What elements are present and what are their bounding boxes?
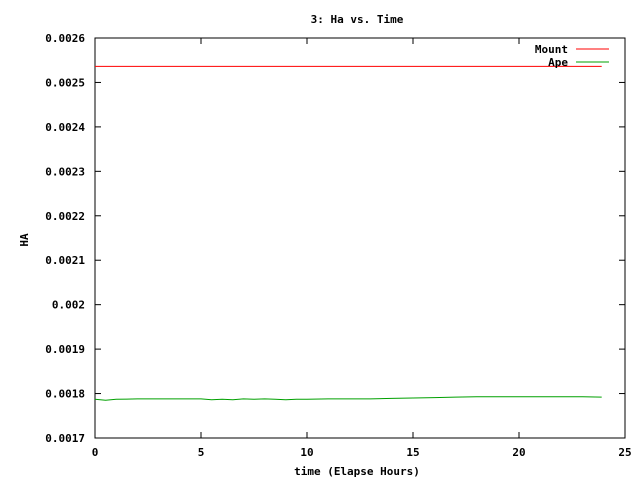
- y-ticks: 0.0017 0.0018 0.0019 0.002 0.0021 0.0022 0.002…: [45, 32, 625, 445]
- y-tick-label: 0.0025: [45, 76, 85, 89]
- y-tick-label: 0.0017: [45, 432, 85, 445]
- x-axis-label: time (Elapse Hours): [294, 465, 420, 478]
- series-line-ape: [94, 396, 602, 401]
- x-tick-label: 5: [198, 446, 205, 459]
- y-tick-label: 0.0021: [45, 254, 85, 267]
- legend-label: Ape: [548, 56, 568, 69]
- x-tick-label: 20: [512, 446, 525, 459]
- y-tick-label: 0.0018: [45, 388, 85, 401]
- series-lines: [94, 65, 602, 401]
- y-tick-label: 0.0023: [45, 165, 85, 178]
- y-tick-label: 0.0024: [45, 121, 85, 134]
- chart-title: 3: Ha vs. Time: [311, 13, 404, 26]
- x-tick-label: 0: [92, 446, 99, 459]
- legend-label: Mount: [535, 43, 568, 56]
- x-ticks: 0 5 10 15 20 25: [92, 38, 632, 459]
- x-tick-label: 15: [406, 446, 419, 459]
- y-axis-label: HA: [18, 233, 31, 247]
- y-tick-label: 0.0019: [45, 343, 85, 356]
- y-tick-label: 0.0022: [45, 210, 85, 223]
- x-tick-label: 25: [618, 446, 631, 459]
- y-tick-label: 0.002: [52, 299, 85, 312]
- y-tick-label: 0.0026: [45, 32, 85, 45]
- x-tick-label: 10: [300, 446, 313, 459]
- plot-frame: [94, 37, 626, 439]
